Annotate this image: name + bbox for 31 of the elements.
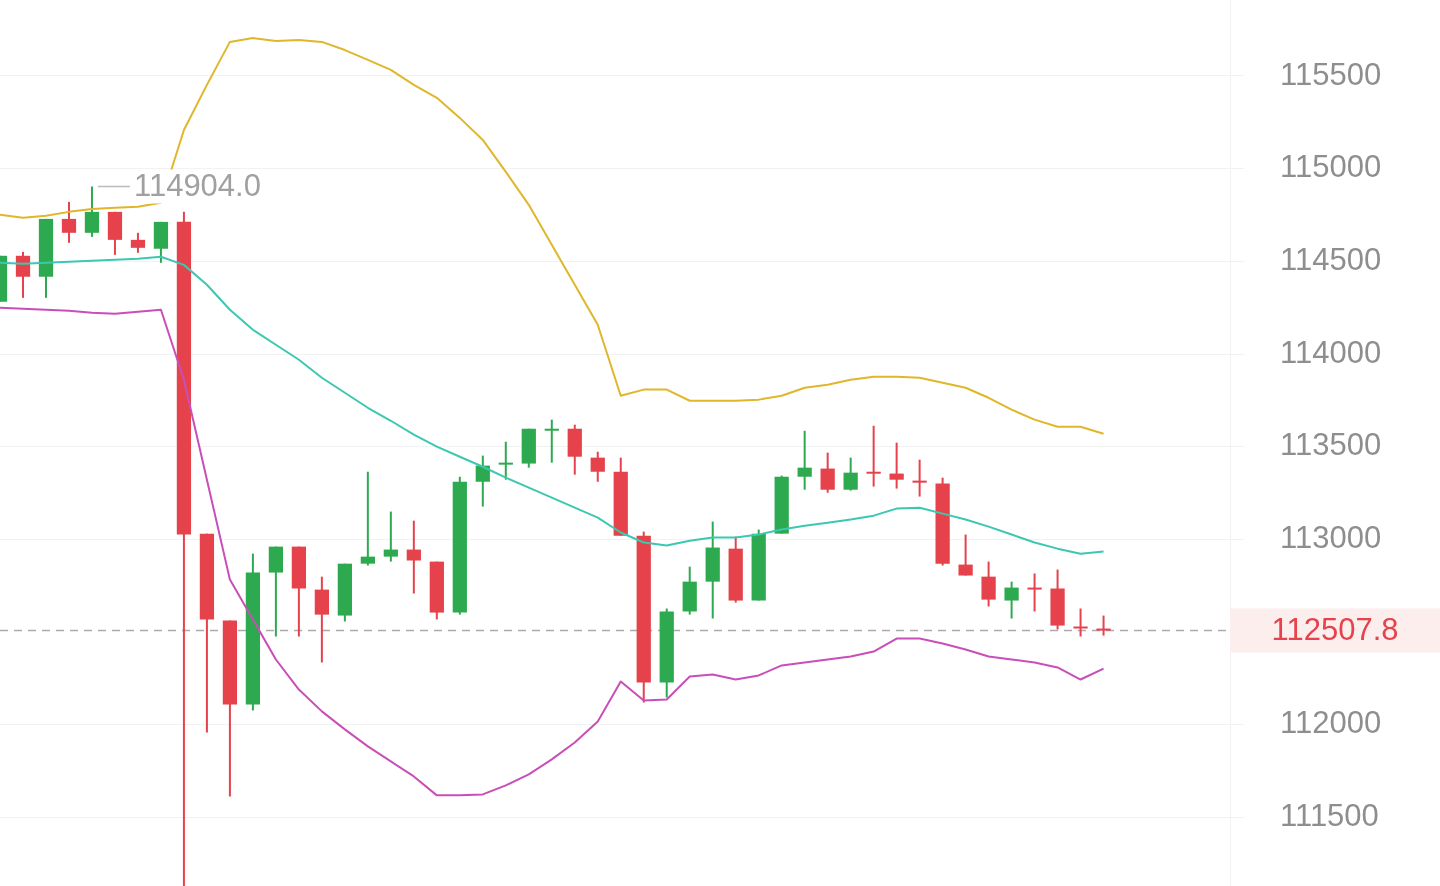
candlestick: [958, 533, 973, 577]
y-tick-label: 114500: [1280, 241, 1382, 277]
candlestick: [590, 450, 605, 483]
y-tick-label: 111500: [1280, 797, 1379, 833]
candlestick: [544, 418, 559, 464]
annotation: 114904.0: [133, 168, 261, 204]
candlestick: [1073, 607, 1088, 638]
candlestick: [866, 424, 881, 488]
candlestick: [360, 470, 375, 567]
candlestick: [61, 200, 77, 244]
y-tick-label: 114000: [1280, 334, 1382, 370]
candlestick: [843, 456, 858, 492]
candlestick: [406, 519, 421, 595]
y-tick-label: 113000: [1280, 519, 1382, 555]
y-tick-label: 115000: [1280, 149, 1382, 185]
candlestick: [912, 458, 927, 498]
candlestick: [84, 185, 100, 238]
candlestick: [1096, 614, 1111, 637]
candlestick: [1004, 580, 1019, 620]
candlestick: [383, 510, 398, 563]
y-tick-label: 115500: [1280, 56, 1382, 92]
y-tick-label: 113500: [1280, 427, 1382, 463]
candlestick: [498, 440, 513, 481]
candlestick: [797, 429, 812, 491]
candlestick: [981, 560, 996, 608]
candlestick: [130, 231, 146, 254]
candlestick: [889, 441, 904, 490]
candlestick: [1027, 572, 1042, 613]
candlestick: [820, 451, 835, 494]
y-tick-label: 112000: [1280, 705, 1382, 741]
ref-line-label: 112507.8: [1271, 612, 1399, 648]
